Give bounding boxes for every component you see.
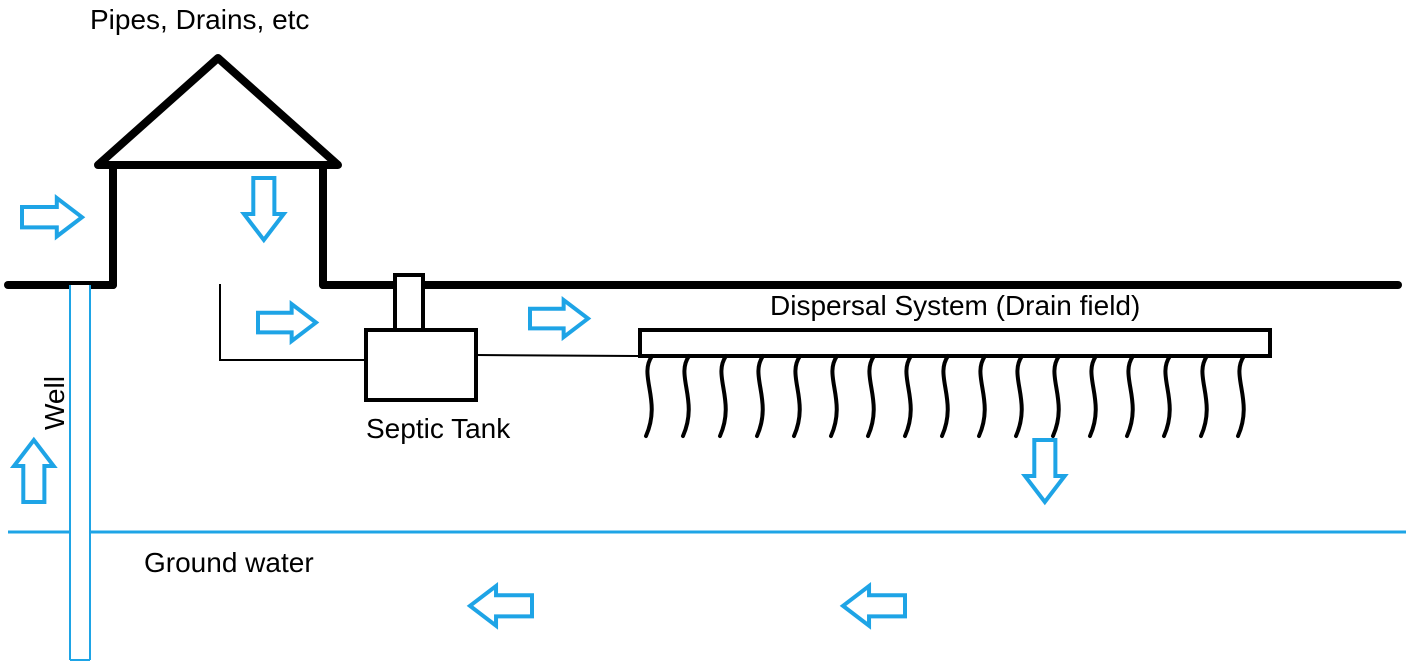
arrow-tank-to-field (530, 300, 588, 337)
drain-line (1090, 356, 1096, 436)
drain-line (1053, 356, 1059, 436)
label-well: Well (40, 376, 71, 430)
label-pipes: Pipes, Drains, etc (90, 5, 309, 36)
drain-line (1238, 356, 1244, 436)
drain-line (942, 356, 948, 436)
drain-line (794, 356, 800, 436)
drain-line (757, 356, 763, 436)
drain-line (1164, 356, 1170, 436)
arrow-house-to-tank (258, 304, 316, 341)
label-groundwater: Ground water (144, 548, 314, 579)
arrow-house-down (244, 178, 284, 240)
arrow-well-to-house (22, 198, 82, 236)
label-septic-tank: Septic Tank (366, 414, 510, 445)
label-dispersal: Dispersal System (Drain field) (770, 291, 1140, 322)
drain-line (979, 356, 985, 436)
drain-line (720, 356, 726, 436)
pipe-tank-to-field (476, 355, 640, 356)
pipe-house-to-tank (220, 285, 380, 360)
drain-line (1201, 356, 1207, 436)
drain-line (646, 356, 652, 436)
drain-line (905, 356, 911, 436)
house-walls-icon (113, 165, 323, 285)
septic-tank-icon (366, 330, 476, 400)
drain-field-box (640, 330, 1270, 356)
septic-vent-icon (395, 275, 423, 330)
house-roof-icon (98, 58, 338, 165)
drain-line (1016, 356, 1022, 436)
drain-line (831, 356, 837, 436)
arrow-gw-to-well-up (14, 440, 54, 502)
drain-line (683, 356, 689, 436)
arrow-gw-left-2 (470, 586, 532, 626)
drain-line (1127, 356, 1133, 436)
drain-line (868, 356, 874, 436)
arrow-gw-left-1 (843, 586, 905, 626)
arrow-field-down (1025, 440, 1065, 502)
